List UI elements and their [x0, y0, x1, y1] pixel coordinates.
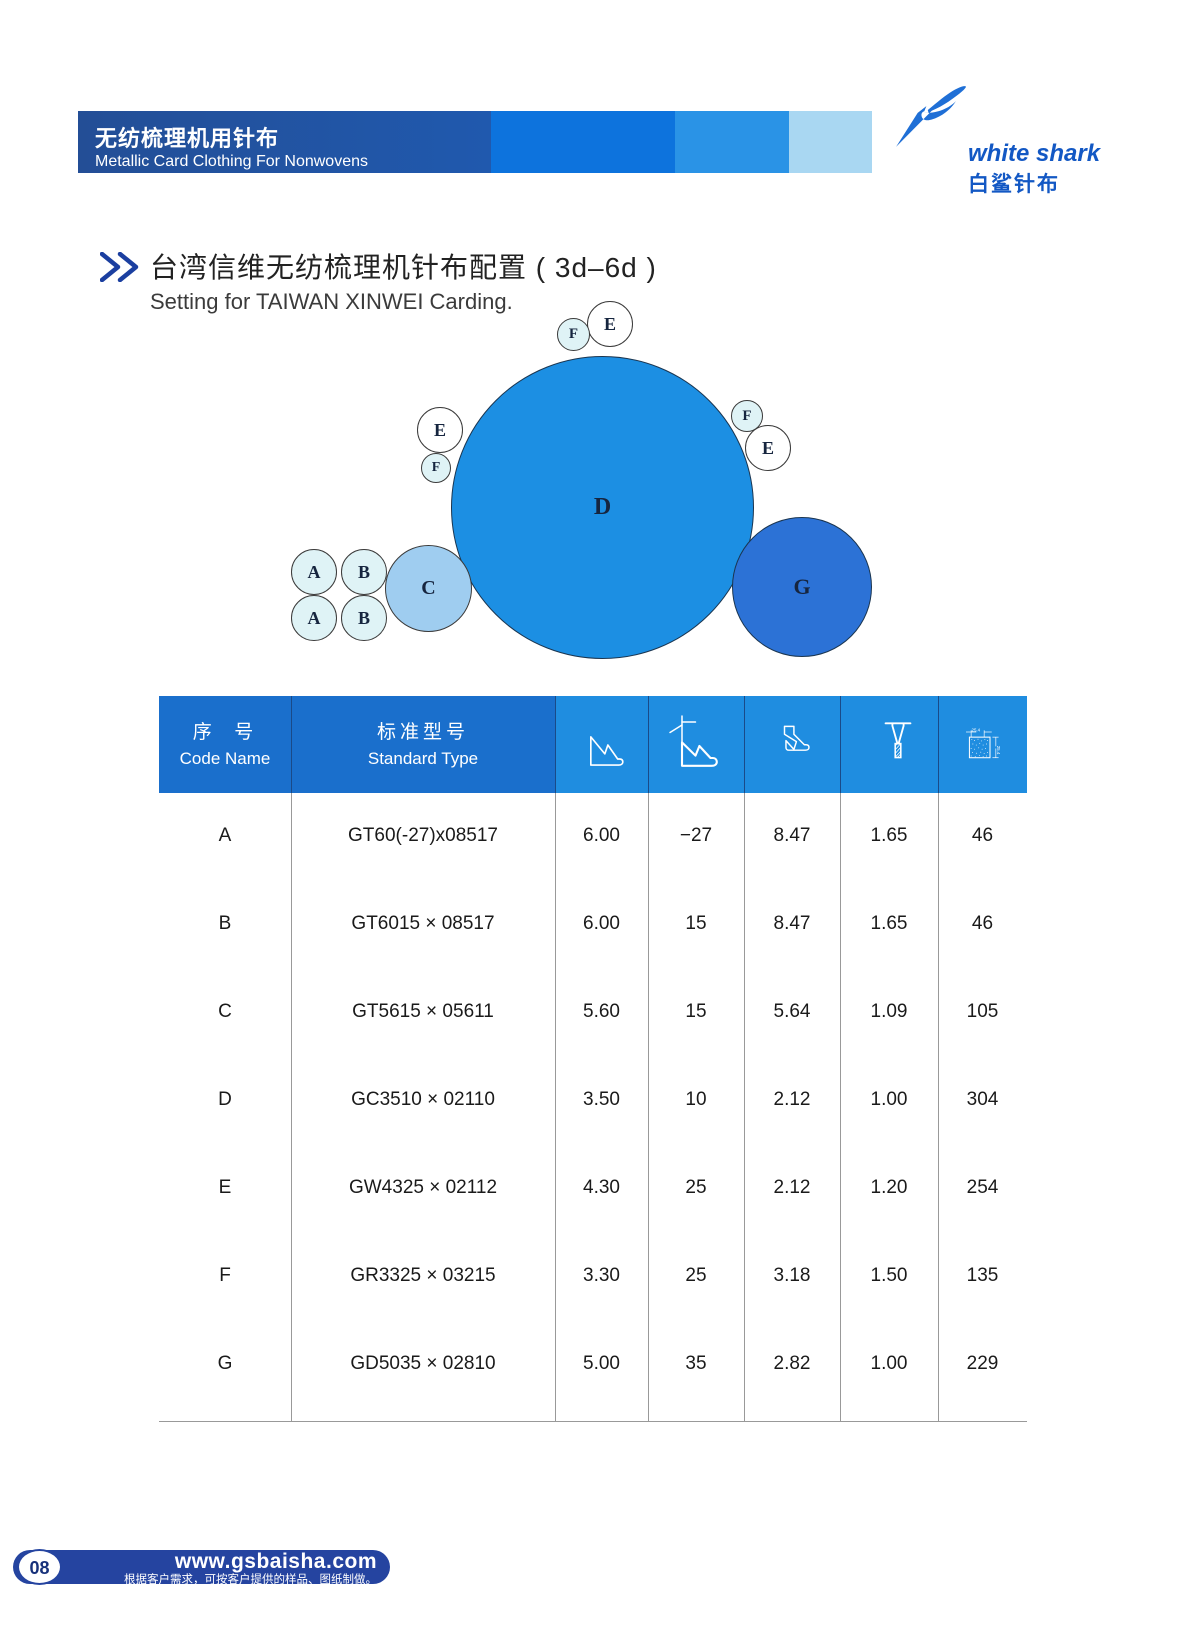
svg-text:25.4: 25.4	[996, 746, 1001, 755]
svg-text:25.4: 25.4	[971, 727, 980, 732]
